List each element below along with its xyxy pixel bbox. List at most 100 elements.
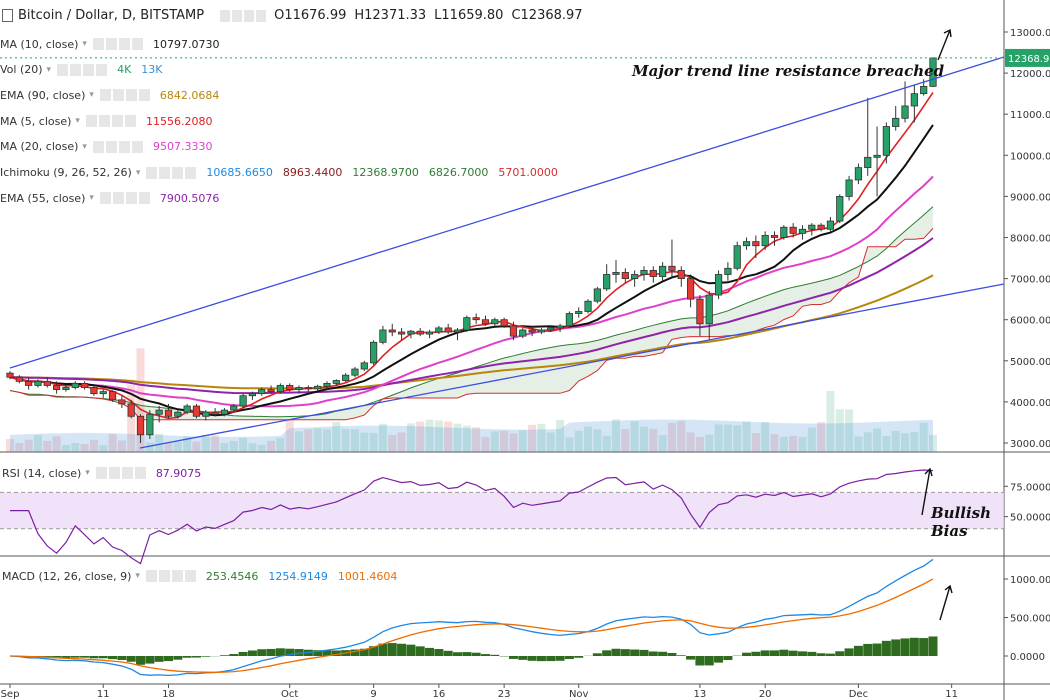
volume-bars bbox=[6, 348, 937, 452]
rsi-legend-buttons[interactable] bbox=[95, 467, 148, 479]
indicator-legend-name[interactable]: EMA (55, close) bbox=[0, 191, 86, 205]
rsi-arrow bbox=[921, 467, 933, 516]
macd-hist-bar bbox=[462, 652, 472, 656]
candle-body bbox=[99, 391, 107, 395]
candle-body bbox=[370, 341, 378, 364]
volume-bar bbox=[416, 421, 425, 452]
indicator-legend-name[interactable]: MA (5, close) bbox=[0, 114, 72, 128]
candle-body bbox=[472, 317, 480, 321]
chevron-down-icon[interactable]: ▾ bbox=[82, 39, 87, 49]
candle-body bbox=[202, 411, 210, 417]
candle-body bbox=[705, 294, 713, 325]
indicator-legend-buttons[interactable] bbox=[146, 166, 199, 179]
candle-body bbox=[286, 385, 294, 390]
candle-body bbox=[901, 105, 909, 119]
indicator-legend-name[interactable]: MA (20, close) bbox=[0, 140, 79, 154]
macd-hist-bar bbox=[760, 650, 770, 656]
macd-hist-bar bbox=[909, 637, 919, 656]
macd-hist-bar bbox=[518, 656, 528, 660]
macd-hist-bar bbox=[546, 656, 556, 662]
indicator-legend-buttons[interactable] bbox=[85, 115, 138, 128]
volume-bar bbox=[24, 439, 33, 452]
candle-body bbox=[351, 368, 359, 376]
candle-body bbox=[379, 329, 387, 343]
chevron-down-icon[interactable]: ▾ bbox=[75, 116, 80, 127]
volume-ma-area bbox=[10, 419, 933, 452]
chevron-down-icon[interactable]: ▾ bbox=[85, 468, 90, 478]
candle-body bbox=[453, 329, 462, 333]
volume-bar bbox=[817, 422, 826, 452]
y-tick-label: 13000.00 bbox=[1010, 28, 1050, 39]
rsi-legend: RSI (14, close) ▾ 87.9075 bbox=[2, 465, 211, 481]
macd-hist-bar bbox=[425, 647, 435, 656]
chevron-down-icon[interactable]: ▾ bbox=[89, 193, 94, 204]
macd-hist-bar bbox=[527, 656, 537, 661]
main-panel-bg bbox=[0, 0, 1004, 452]
candle-body bbox=[267, 389, 275, 393]
chevron-down-icon[interactable]: ▾ bbox=[89, 90, 94, 101]
volume-bar bbox=[891, 430, 900, 452]
y-tick-label: 7000.00 bbox=[1010, 275, 1050, 286]
candle-body bbox=[258, 389, 266, 395]
macd-hist-bar bbox=[797, 651, 807, 656]
candle-body bbox=[509, 325, 518, 337]
volume-bar bbox=[518, 430, 527, 452]
candle-body bbox=[397, 331, 406, 335]
indicator-legend-value: 5701.0000 bbox=[498, 166, 558, 179]
header-buttons[interactable] bbox=[220, 9, 267, 22]
indicator-legend-buttons[interactable] bbox=[92, 38, 145, 50]
indicator-legend-name[interactable]: MA (10, close) bbox=[0, 37, 79, 51]
macd-hist-bar bbox=[816, 653, 826, 656]
macd-hist-bar bbox=[136, 656, 146, 665]
indicator-legend-value: 11556.2080 bbox=[145, 114, 213, 128]
indicator-legend-buttons[interactable] bbox=[99, 192, 152, 205]
macd-hist-bar bbox=[453, 652, 463, 656]
indicator-legend-buttons[interactable] bbox=[99, 89, 152, 102]
volume-bar bbox=[910, 431, 919, 452]
macd-legend-buttons[interactable] bbox=[145, 570, 198, 582]
volume-bar bbox=[248, 443, 257, 452]
volume-bar bbox=[425, 419, 434, 452]
volume-bar bbox=[873, 428, 882, 452]
volume-bar bbox=[845, 409, 854, 452]
ohlc-high: H12371.33 bbox=[354, 8, 427, 23]
indicator-legend-value: 13K bbox=[141, 63, 163, 77]
indicator-legend-name[interactable]: EMA (90, close) bbox=[0, 88, 86, 102]
candle-body bbox=[136, 415, 145, 436]
chevron-down-icon[interactable]: ▾ bbox=[82, 141, 87, 152]
volume-bar bbox=[33, 435, 42, 452]
x-tick-label: Oct bbox=[281, 689, 298, 700]
chevron-down-icon[interactable]: ▾ bbox=[135, 571, 140, 581]
x-tick-label: Nov bbox=[569, 689, 589, 700]
volume-bar bbox=[267, 440, 276, 452]
symbol-title[interactable]: Bitcoin / Dollar, D, BITSTAMP bbox=[18, 8, 205, 23]
indicator-legend-name[interactable]: Vol (20) bbox=[0, 63, 43, 77]
macd-hist-bar bbox=[369, 646, 379, 656]
indicator-legend-name[interactable]: Ichimoku (9, 26, 52, 26) bbox=[0, 166, 132, 179]
volume-bar bbox=[117, 440, 126, 452]
rsi-legend-name[interactable]: RSI (14, close) bbox=[2, 466, 82, 480]
volume-bar bbox=[835, 409, 844, 452]
volume-bar bbox=[714, 424, 723, 452]
y-tick-label: 12000.00 bbox=[1010, 69, 1050, 80]
macd-hist-bar bbox=[70, 656, 80, 658]
indicator-legend-buttons[interactable] bbox=[92, 140, 145, 153]
chevron-down-icon[interactable]: ▾ bbox=[135, 167, 141, 178]
candle-body bbox=[71, 383, 79, 388]
macd-y-tick-label: 1000.0000 bbox=[1010, 575, 1050, 586]
indicator-legend-buttons[interactable] bbox=[57, 63, 110, 76]
chevron-down-icon[interactable]: ▾ bbox=[46, 64, 52, 75]
rsi-legend-value: 87.9075 bbox=[155, 466, 202, 480]
candle-body bbox=[108, 391, 117, 401]
macd-legend-name[interactable]: MACD (12, 26, close, 9) bbox=[2, 569, 132, 583]
macd-hist-bar bbox=[742, 652, 752, 656]
volume-bar bbox=[434, 420, 443, 452]
macd-hist-bar bbox=[387, 643, 397, 656]
candle-body bbox=[174, 411, 182, 417]
x-tick-label: 18 bbox=[162, 689, 175, 700]
collapse-icon[interactable] bbox=[2, 9, 13, 22]
indicator-legend: EMA (55, close) ▾ 7900.5076 bbox=[0, 190, 229, 206]
candle-body bbox=[90, 387, 98, 395]
macd-hist-bar bbox=[238, 651, 248, 656]
